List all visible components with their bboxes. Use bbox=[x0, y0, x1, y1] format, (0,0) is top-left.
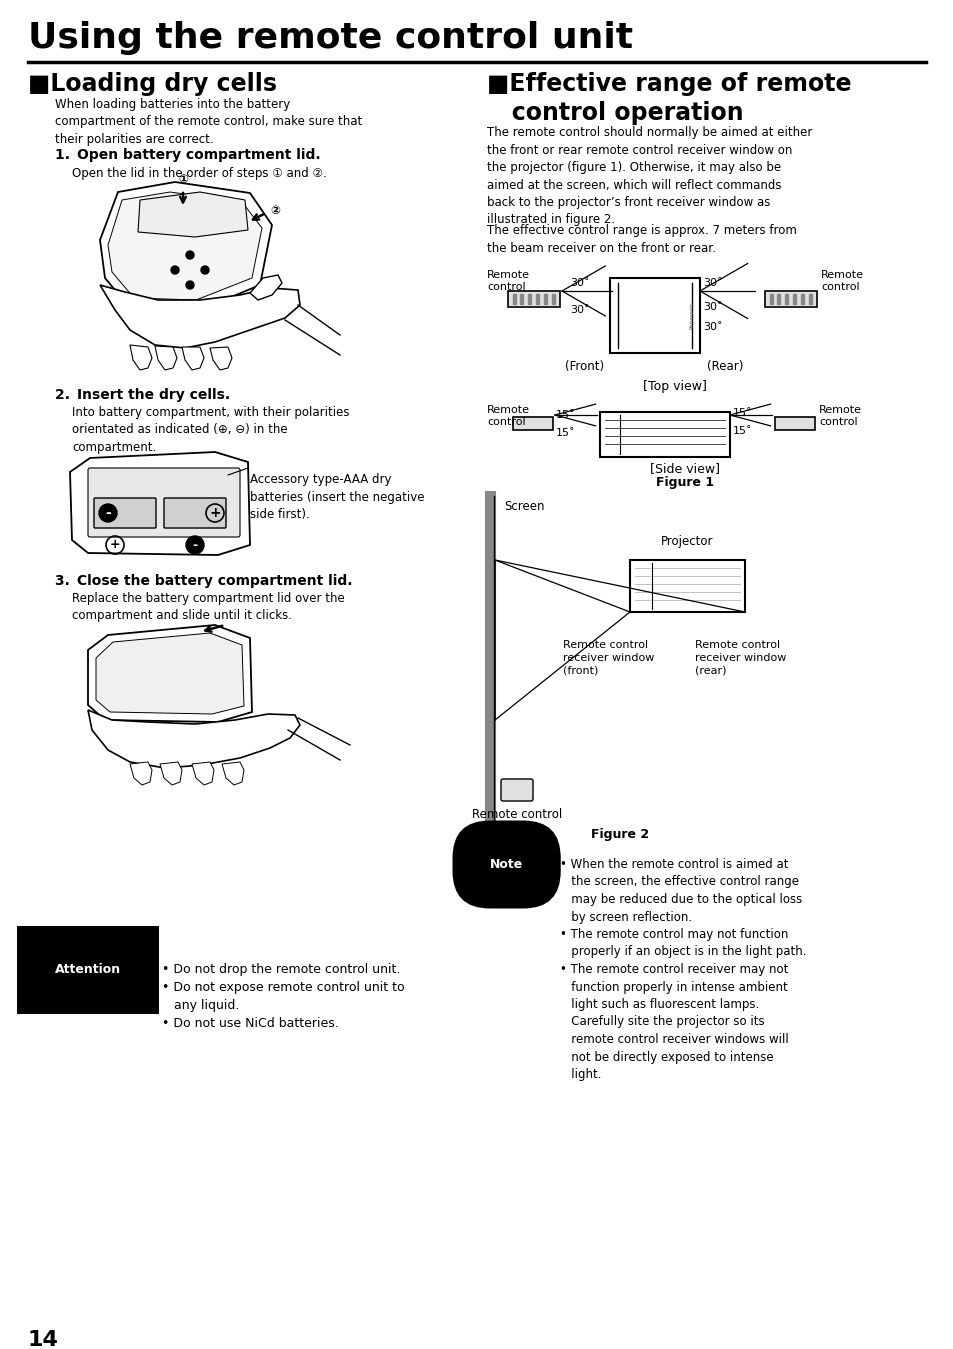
Text: Using the remote control unit: Using the remote control unit bbox=[28, 22, 633, 55]
Text: 15˚: 15˚ bbox=[732, 407, 752, 418]
Bar bbox=[543, 294, 546, 304]
FancyBboxPatch shape bbox=[88, 468, 240, 537]
Text: ①: ① bbox=[178, 173, 188, 186]
FancyBboxPatch shape bbox=[764, 291, 816, 308]
Circle shape bbox=[186, 536, 204, 554]
Polygon shape bbox=[138, 192, 248, 237]
Bar bbox=[519, 294, 522, 304]
Bar bbox=[776, 294, 780, 304]
Text: Screen: Screen bbox=[503, 500, 544, 513]
Text: -: - bbox=[105, 506, 111, 519]
Text: Figure 1: Figure 1 bbox=[656, 476, 713, 488]
Bar bbox=[513, 294, 516, 304]
Text: Remote
control: Remote control bbox=[818, 405, 862, 428]
Text: 15˚: 15˚ bbox=[556, 410, 575, 420]
Text: +: + bbox=[110, 538, 120, 552]
Bar bbox=[808, 294, 811, 304]
FancyBboxPatch shape bbox=[94, 498, 156, 527]
FancyBboxPatch shape bbox=[774, 417, 814, 430]
FancyBboxPatch shape bbox=[599, 411, 729, 457]
Text: Open the lid in the order of steps ① and ②.: Open the lid in the order of steps ① and… bbox=[71, 167, 327, 179]
Text: Note: Note bbox=[490, 858, 522, 871]
Text: [Top view]: [Top view] bbox=[642, 380, 706, 393]
Text: -: - bbox=[193, 538, 197, 552]
Text: • Do not drop the remote control unit.
• Do not expose remote control unit to
  : • Do not drop the remote control unit. •… bbox=[162, 963, 404, 1031]
Text: Remote
control: Remote control bbox=[486, 405, 530, 428]
Text: ■Effective range of remote
   control operation: ■Effective range of remote control opera… bbox=[486, 71, 851, 124]
Text: Figure 2: Figure 2 bbox=[590, 828, 648, 840]
Text: 30˚: 30˚ bbox=[702, 278, 721, 287]
FancyBboxPatch shape bbox=[507, 291, 559, 308]
Text: +: + bbox=[209, 506, 220, 519]
Text: 1. Open battery compartment lid.: 1. Open battery compartment lid. bbox=[55, 148, 320, 162]
Circle shape bbox=[186, 251, 193, 259]
Text: When loading batteries into the battery
compartment of the remote control, make : When loading batteries into the battery … bbox=[55, 98, 362, 146]
Polygon shape bbox=[70, 452, 250, 554]
Polygon shape bbox=[160, 762, 182, 785]
Polygon shape bbox=[250, 275, 282, 299]
Text: 3. Close the battery compartment lid.: 3. Close the battery compartment lid. bbox=[55, 575, 352, 588]
FancyBboxPatch shape bbox=[500, 778, 533, 801]
Text: Panasonic: Panasonic bbox=[689, 301, 695, 329]
Text: Remote control
receiver window
(front): Remote control receiver window (front) bbox=[562, 639, 654, 676]
Text: Accessory type-AAA dry
batteries (insert the negative
side first).: Accessory type-AAA dry batteries (insert… bbox=[250, 473, 424, 521]
Text: Replace the battery compartment lid over the
compartment and slide until it clic: Replace the battery compartment lid over… bbox=[71, 592, 344, 622]
Text: ■Loading dry cells: ■Loading dry cells bbox=[28, 71, 276, 96]
Circle shape bbox=[171, 266, 179, 274]
Polygon shape bbox=[130, 345, 152, 370]
FancyBboxPatch shape bbox=[629, 560, 744, 612]
Bar bbox=[536, 294, 538, 304]
Text: ②: ② bbox=[270, 204, 280, 216]
Polygon shape bbox=[108, 192, 262, 299]
Text: 14: 14 bbox=[28, 1330, 59, 1349]
Polygon shape bbox=[130, 762, 152, 785]
Bar bbox=[552, 294, 555, 304]
Polygon shape bbox=[88, 625, 252, 722]
Bar bbox=[527, 294, 531, 304]
FancyBboxPatch shape bbox=[513, 417, 553, 430]
Text: 30˚: 30˚ bbox=[702, 302, 721, 312]
Polygon shape bbox=[192, 762, 213, 785]
Bar bbox=[784, 294, 787, 304]
Polygon shape bbox=[182, 347, 204, 370]
Text: The effective control range is approx. 7 meters from
the beam receiver on the fr: The effective control range is approx. 7… bbox=[486, 224, 796, 255]
Text: Remote control: Remote control bbox=[472, 808, 561, 822]
Bar bbox=[801, 294, 803, 304]
Circle shape bbox=[201, 266, 209, 274]
FancyBboxPatch shape bbox=[609, 278, 700, 353]
Polygon shape bbox=[154, 345, 177, 370]
Text: 15˚: 15˚ bbox=[732, 426, 752, 436]
Text: Attention: Attention bbox=[55, 963, 121, 975]
Text: 30˚: 30˚ bbox=[702, 322, 721, 332]
Circle shape bbox=[186, 281, 193, 289]
Circle shape bbox=[99, 505, 117, 522]
Polygon shape bbox=[100, 285, 299, 348]
Text: Into battery compartment, with their polarities
orientated as indicated (⊕, ⊖) i: Into battery compartment, with their pol… bbox=[71, 406, 349, 455]
Polygon shape bbox=[210, 347, 232, 370]
Text: 2. Insert the dry cells.: 2. Insert the dry cells. bbox=[55, 389, 230, 402]
Polygon shape bbox=[88, 710, 299, 768]
Text: (Rear): (Rear) bbox=[706, 360, 742, 374]
Text: • When the remote control is aimed at
   the screen, the effective control range: • When the remote control is aimed at th… bbox=[559, 858, 805, 1081]
Text: [Side view]: [Side view] bbox=[649, 461, 720, 475]
Text: 30˚: 30˚ bbox=[569, 305, 589, 316]
Polygon shape bbox=[100, 182, 272, 310]
Bar bbox=[792, 294, 795, 304]
Text: Remote
control: Remote control bbox=[821, 270, 863, 293]
Text: Projector: Projector bbox=[660, 536, 713, 548]
Polygon shape bbox=[222, 762, 244, 785]
FancyBboxPatch shape bbox=[164, 498, 226, 527]
Text: The remote control should normally be aimed at either
the front or rear remote c: The remote control should normally be ai… bbox=[486, 125, 812, 227]
Text: Remote
control: Remote control bbox=[486, 270, 530, 293]
Polygon shape bbox=[96, 633, 244, 714]
Bar bbox=[769, 294, 772, 304]
Text: Remote control
receiver window
(rear): Remote control receiver window (rear) bbox=[695, 639, 785, 676]
Text: (Front): (Front) bbox=[565, 360, 604, 374]
Text: 15˚: 15˚ bbox=[556, 428, 575, 438]
Text: 30˚: 30˚ bbox=[569, 278, 589, 287]
